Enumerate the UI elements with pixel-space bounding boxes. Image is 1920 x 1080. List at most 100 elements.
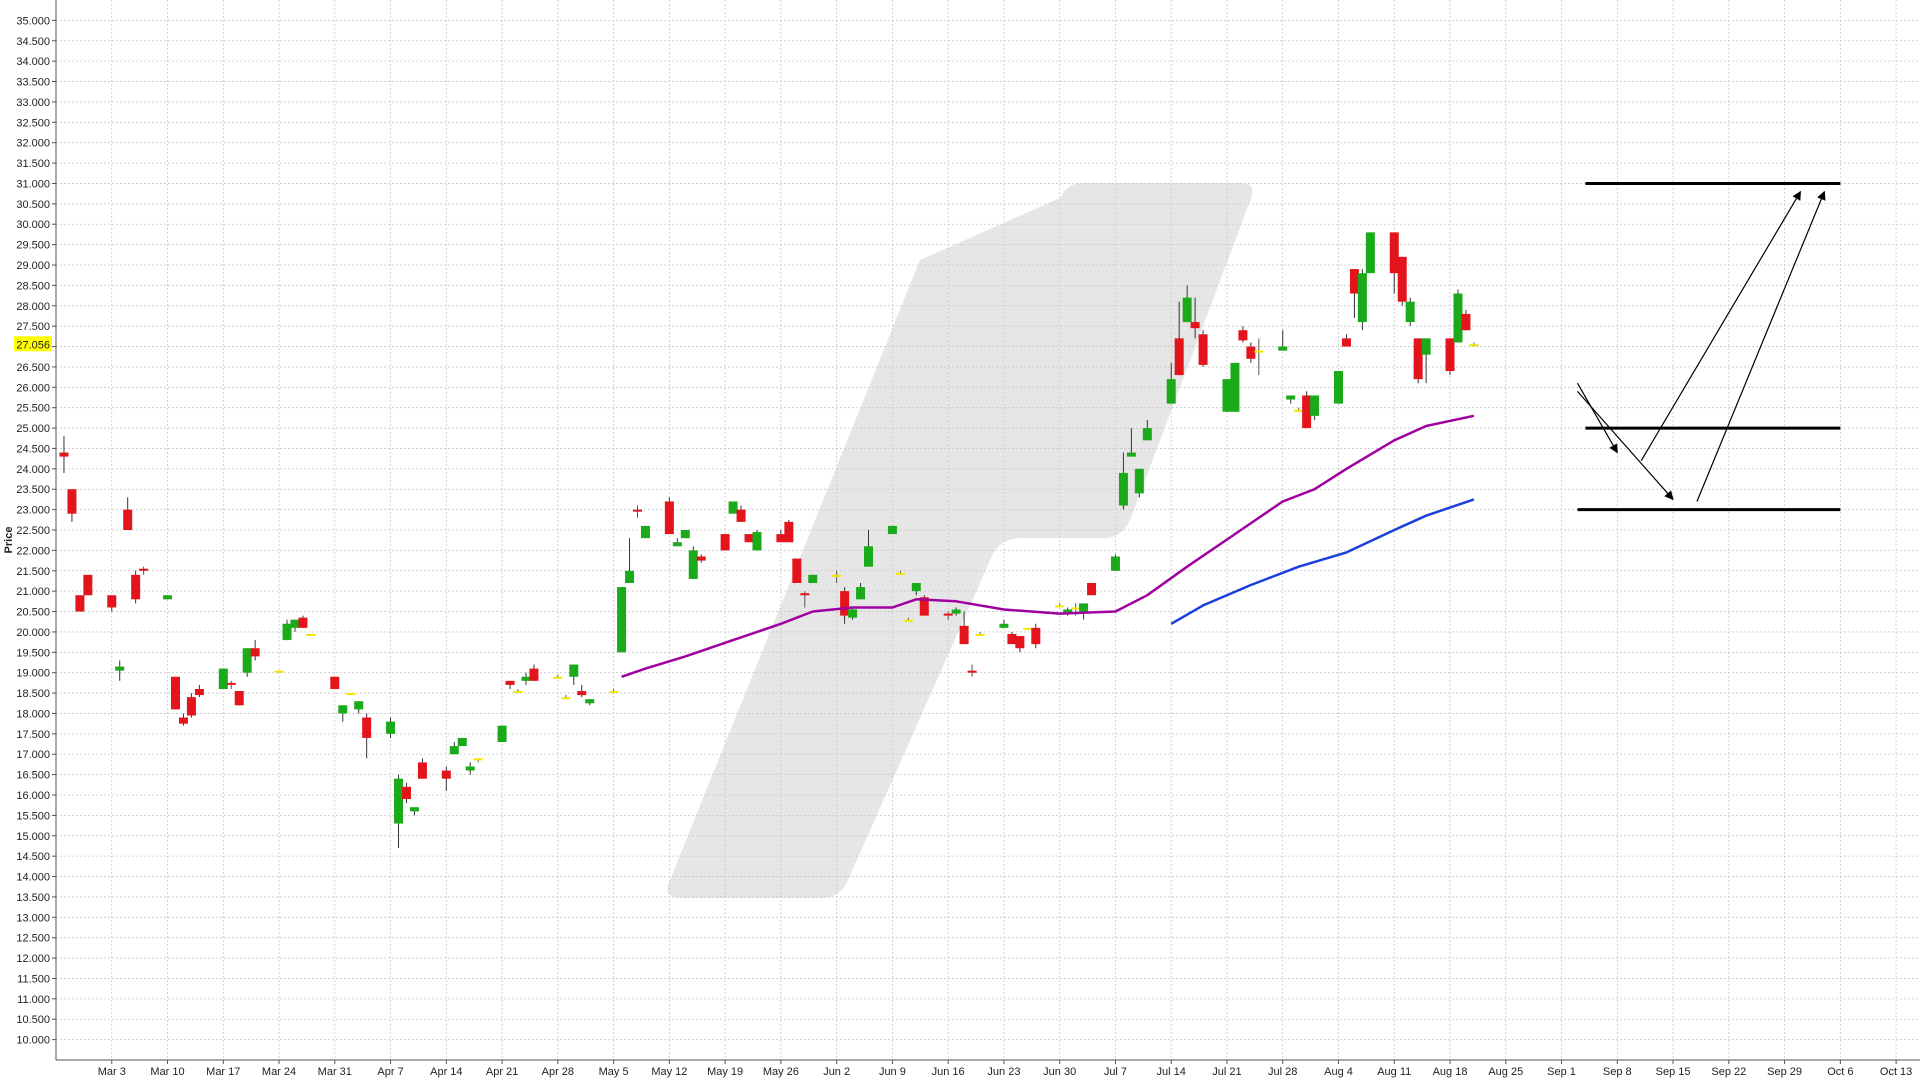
candle-body [354, 701, 364, 710]
candle-body [696, 556, 706, 561]
candle-body [290, 619, 300, 628]
candle-body [672, 542, 682, 547]
candle-body [561, 697, 571, 700]
y-tick-label: 19.000 [16, 668, 50, 680]
y-tick-label: 30.000 [16, 219, 50, 231]
candle [330, 676, 340, 689]
candle-body [386, 721, 396, 734]
candle [170, 676, 180, 710]
candle [242, 648, 252, 677]
candle [290, 619, 300, 632]
x-tick-label: Jun 9 [879, 1066, 906, 1078]
candle [792, 558, 802, 583]
candle [274, 670, 284, 673]
x-tick-label: Sep 29 [1767, 1066, 1802, 1078]
x-tick-label: Aug 4 [1324, 1066, 1353, 1078]
candle [529, 664, 539, 681]
y-tick-label: 11.000 [17, 994, 50, 1006]
y-tick-label: 14.500 [16, 851, 50, 863]
x-tick-label: Mar 10 [150, 1066, 184, 1078]
candle-body [409, 807, 419, 812]
candle [577, 684, 587, 698]
candle-body [720, 534, 730, 551]
x-tick-label: Jun 30 [1043, 1066, 1076, 1078]
candle-body [1190, 322, 1200, 329]
annotation-arrow [1640, 190, 1802, 461]
candle [178, 713, 188, 726]
candle-body [856, 587, 866, 600]
candle-body [688, 550, 698, 579]
candle-body [226, 682, 236, 685]
y-tick-label: 30.500 [16, 199, 50, 211]
candle-body [664, 501, 674, 535]
candle [848, 607, 858, 620]
candle-body [505, 680, 515, 685]
candle [1333, 371, 1343, 404]
candle [1254, 338, 1264, 376]
candle [808, 574, 818, 583]
candle-body [473, 758, 483, 761]
x-tick-label: Jul 14 [1157, 1066, 1186, 1078]
candle [1413, 338, 1423, 384]
candle-body [903, 619, 913, 622]
y-tick-label: 20.000 [16, 627, 50, 639]
candle-body [864, 546, 874, 567]
y-tick-label: 23.500 [16, 484, 50, 496]
candle [840, 587, 850, 624]
y-tick-label: 23.000 [16, 505, 50, 517]
candle [951, 607, 961, 616]
candle-body [59, 452, 69, 457]
candle [1389, 232, 1399, 294]
y-tick-label: 19.500 [16, 647, 50, 659]
candle [139, 566, 149, 575]
candle-body [1294, 409, 1304, 412]
candle [394, 774, 404, 848]
y-tick-label: 18.500 [16, 688, 50, 700]
x-tick-label: May 5 [599, 1066, 629, 1078]
candle-body [67, 489, 77, 514]
candle-body [115, 666, 125, 671]
candle [186, 693, 196, 718]
candle [1445, 338, 1455, 376]
candle-body [441, 770, 451, 779]
annotation-arrow [1576, 382, 1618, 454]
candle-body [1461, 313, 1471, 331]
candle [919, 595, 929, 616]
y-tick-label: 31.000 [16, 178, 50, 190]
x-tick-label: Apr 21 [486, 1066, 518, 1078]
candle-body [1413, 338, 1423, 380]
candle-body [1222, 379, 1232, 412]
candle-body [553, 676, 563, 679]
y-tick-label: 28.500 [16, 280, 50, 292]
candle-body [848, 609, 858, 618]
candle-body [178, 717, 188, 724]
candle [67, 489, 77, 522]
candle [1174, 301, 1184, 376]
candle [895, 570, 905, 575]
candle-body [1341, 338, 1351, 347]
candle [1055, 603, 1065, 608]
candle [1349, 269, 1359, 318]
candle-body [521, 676, 531, 681]
candle [1421, 338, 1431, 384]
y-tick-label: 26.500 [16, 362, 50, 374]
candle [640, 525, 650, 539]
candle [346, 693, 356, 696]
candle-body [887, 525, 897, 535]
candle [832, 570, 842, 583]
candle-body [609, 691, 619, 694]
candle [1238, 326, 1248, 343]
candle-body [680, 530, 690, 539]
x-tick-label: Sep 1 [1547, 1066, 1576, 1078]
candle-body [1246, 346, 1256, 359]
candle-body [83, 574, 93, 596]
candle [1230, 362, 1240, 412]
candle [362, 713, 372, 759]
candle [1023, 627, 1033, 630]
candle [1134, 468, 1144, 498]
x-tick-label: Mar 24 [262, 1066, 296, 1078]
candle-body [1389, 232, 1399, 274]
candle [234, 691, 244, 706]
candle [744, 534, 754, 543]
